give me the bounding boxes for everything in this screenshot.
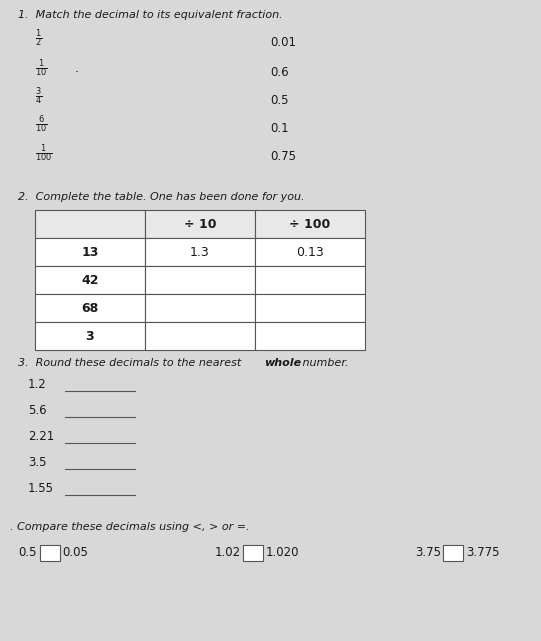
Text: 0.01: 0.01 — [270, 35, 296, 49]
Text: 0.5: 0.5 — [18, 547, 36, 560]
Text: $\frac{6}{10}$: $\frac{6}{10}$ — [35, 113, 48, 135]
Bar — [145, 238, 255, 266]
Bar — [145, 266, 255, 294]
Bar — [145, 294, 255, 322]
Text: 1.020: 1.020 — [266, 547, 300, 560]
Text: 1.55: 1.55 — [28, 483, 54, 495]
Bar — [35, 238, 145, 266]
Bar — [35, 322, 145, 350]
Text: 0.1: 0.1 — [270, 122, 289, 135]
Text: $\frac{1}{10}$: $\frac{1}{10}$ — [35, 57, 48, 79]
Text: number.: number. — [299, 358, 348, 368]
Text: 3: 3 — [85, 329, 94, 342]
Bar — [39, 545, 60, 561]
Text: 1.  Match the decimal to its equivalent fraction.: 1. Match the decimal to its equivalent f… — [18, 10, 282, 20]
Text: 3.5: 3.5 — [28, 456, 47, 469]
Text: ÷ 10: ÷ 10 — [184, 217, 216, 231]
Text: $\frac{1}{2}$: $\frac{1}{2}$ — [35, 27, 42, 49]
Text: 0.6: 0.6 — [270, 65, 289, 78]
Bar — [243, 545, 263, 561]
Text: 2.21: 2.21 — [28, 431, 54, 444]
Text: 0.13: 0.13 — [296, 246, 324, 258]
Text: $\frac{3}{4}$: $\frac{3}{4}$ — [35, 85, 42, 107]
Text: 42: 42 — [81, 274, 99, 287]
Text: whole: whole — [264, 358, 301, 368]
Text: 3.  Round these decimals to the nearest: 3. Round these decimals to the nearest — [18, 358, 245, 368]
Text: .: . — [75, 62, 79, 74]
Text: 13: 13 — [81, 246, 98, 258]
Text: $\frac{1}{100}$: $\frac{1}{100}$ — [35, 142, 52, 164]
Bar — [255, 266, 365, 294]
Text: 1.2: 1.2 — [28, 378, 47, 392]
Bar — [255, 294, 365, 322]
Bar — [255, 322, 365, 350]
Text: 1.02: 1.02 — [215, 547, 241, 560]
Bar — [35, 266, 145, 294]
Text: 3.775: 3.775 — [466, 547, 499, 560]
Text: ÷ 100: ÷ 100 — [289, 217, 331, 231]
Text: 0.05: 0.05 — [63, 547, 88, 560]
Text: 5.6: 5.6 — [28, 404, 47, 417]
Text: 0.5: 0.5 — [270, 94, 288, 106]
Text: . Compare these decimals using <, > or =.: . Compare these decimals using <, > or =… — [10, 522, 249, 532]
Bar — [145, 210, 255, 238]
Text: 3.75: 3.75 — [415, 547, 441, 560]
Bar — [255, 210, 365, 238]
Text: 1.3: 1.3 — [190, 246, 210, 258]
Bar — [255, 238, 365, 266]
Text: 68: 68 — [81, 301, 98, 315]
Bar — [35, 294, 145, 322]
Bar — [35, 210, 145, 238]
Bar — [443, 545, 463, 561]
Bar — [145, 322, 255, 350]
Text: 0.75: 0.75 — [270, 151, 296, 163]
Text: 2.  Complete the table. One has been done for you.: 2. Complete the table. One has been done… — [18, 192, 305, 202]
